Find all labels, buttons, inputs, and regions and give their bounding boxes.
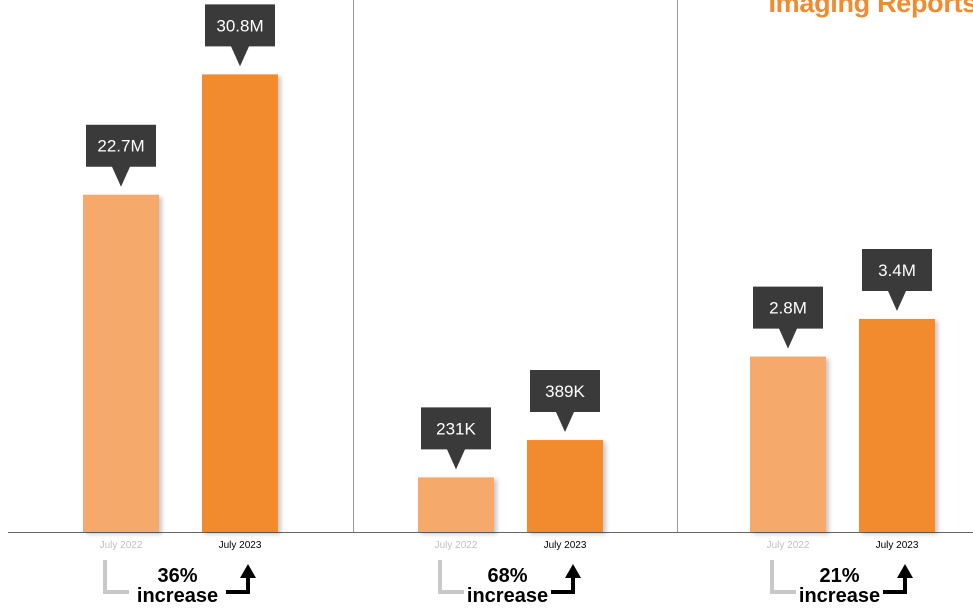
bar-1-july-2022 — [83, 194, 159, 532]
change-arrow-line-2 — [551, 576, 575, 594]
change-percent-3: 21% — [819, 565, 859, 587]
change-word-2: increase — [467, 585, 548, 605]
change-bracket-old-3 — [770, 560, 796, 594]
value-callout-3-1 — [753, 286, 823, 349]
x-tick-label-1-2: July 2023 — [219, 540, 262, 551]
value-callout-3-2 — [862, 248, 932, 311]
x-tick-label-3-2: July 2023 — [876, 540, 919, 551]
value-callout-2-1 — [421, 407, 491, 470]
value-callout-1-1 — [86, 124, 156, 187]
change-percent-1: 36% — [157, 565, 197, 587]
x-tick-label-2-1: July 2022 — [435, 540, 478, 551]
value-callout-2-2 — [530, 370, 600, 433]
value-label-1-2: 30.8M — [216, 16, 263, 35]
change-arrow-head-1 — [240, 564, 256, 578]
change-word-3: increase — [799, 585, 880, 605]
bar-2-july-2023 — [527, 440, 603, 532]
value-label-1-1: 22.7M — [97, 137, 144, 156]
bar-2-july-2022 — [418, 477, 494, 532]
bar-3-july-2023 — [859, 318, 935, 532]
x-tick-label-3-1: July 2022 — [767, 540, 810, 551]
change-arrow-head-3 — [897, 564, 913, 578]
change-arrow-line-3 — [883, 576, 907, 594]
change-bracket-old-1 — [103, 560, 129, 594]
value-label-2-2: 389K — [545, 382, 585, 401]
x-tick-label-2-2: July 2023 — [544, 540, 587, 551]
chart-title: Imaging Reports — [768, 0, 973, 18]
bar-1-july-2023 — [202, 74, 278, 533]
x-tick-label-1-1: July 2022 — [100, 540, 143, 551]
bar-3-july-2022 — [750, 356, 826, 532]
change-arrow-line-1 — [226, 576, 250, 594]
change-word-1: increase — [137, 585, 218, 605]
change-bracket-old-2 — [438, 560, 464, 594]
value-callout-1-2 — [205, 4, 275, 67]
value-label-3-2: 3.4M — [878, 261, 916, 280]
change-percent-2: 68% — [487, 565, 527, 587]
change-arrow-head-2 — [565, 564, 581, 578]
value-label-3-1: 2.8M — [769, 299, 807, 318]
value-label-2-1: 231K — [436, 419, 476, 438]
